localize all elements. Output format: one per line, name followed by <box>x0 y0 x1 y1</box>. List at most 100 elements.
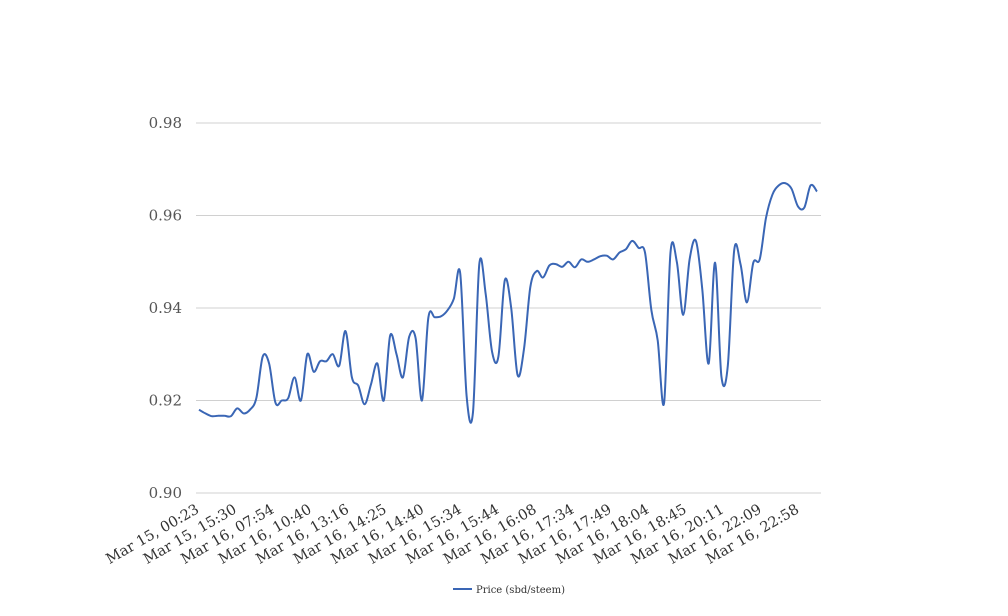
data-point[interactable] <box>209 414 214 419</box>
data-point[interactable] <box>490 349 495 354</box>
data-point[interactable] <box>203 411 208 416</box>
data-point[interactable] <box>662 400 667 405</box>
data-point[interactable] <box>235 406 240 411</box>
data-point[interactable] <box>521 347 526 352</box>
data-point[interactable] <box>719 374 724 379</box>
data-point[interactable] <box>528 285 533 290</box>
data-point[interactable] <box>394 352 399 357</box>
data-point[interactable] <box>483 292 488 297</box>
data-point[interactable] <box>330 352 335 357</box>
data-point[interactable] <box>337 363 342 368</box>
data-point[interactable] <box>598 254 603 259</box>
data-point[interactable] <box>477 262 482 267</box>
data-point[interactable] <box>783 181 788 186</box>
data-point[interactable] <box>611 257 616 262</box>
data-point[interactable] <box>681 312 686 317</box>
data-point[interactable] <box>579 257 584 262</box>
data-point[interactable] <box>738 262 743 267</box>
data-point[interactable] <box>343 329 348 334</box>
data-point[interactable] <box>725 363 730 368</box>
data-point[interactable] <box>197 407 202 412</box>
data-point[interactable] <box>349 375 354 380</box>
data-point[interactable] <box>318 359 323 364</box>
data-point[interactable] <box>305 352 310 357</box>
data-point[interactable] <box>789 186 794 191</box>
data-point[interactable] <box>623 247 628 252</box>
data-point[interactable] <box>222 413 227 418</box>
data-point[interactable] <box>407 334 412 339</box>
data-point[interactable] <box>655 338 660 343</box>
data-point[interactable] <box>693 238 698 243</box>
data-point[interactable] <box>604 253 609 258</box>
data-point[interactable] <box>668 250 673 255</box>
data-point[interactable] <box>381 398 386 403</box>
data-point[interactable] <box>744 300 749 305</box>
data-point[interactable] <box>458 271 463 276</box>
data-point[interactable] <box>216 413 221 418</box>
data-point[interactable] <box>617 250 622 255</box>
data-point[interactable] <box>241 411 246 416</box>
data-point[interactable] <box>534 269 539 274</box>
data-point[interactable] <box>451 296 456 301</box>
data-point[interactable] <box>541 275 546 280</box>
data-point[interactable] <box>286 396 291 401</box>
data-point[interactable] <box>776 183 781 188</box>
data-point[interactable] <box>502 278 507 283</box>
data-point[interactable] <box>560 264 565 269</box>
data-point[interactable] <box>439 314 444 319</box>
data-point[interactable] <box>445 308 450 313</box>
data-point[interactable] <box>713 260 718 265</box>
data-point[interactable] <box>369 382 374 387</box>
data-point[interactable] <box>471 410 476 415</box>
data-point[interactable] <box>311 369 316 374</box>
data-point[interactable] <box>795 204 800 209</box>
data-point[interactable] <box>464 393 469 398</box>
data-point[interactable] <box>279 398 284 403</box>
data-point[interactable] <box>515 373 520 378</box>
data-point[interactable] <box>356 383 361 388</box>
data-point[interactable] <box>572 265 577 270</box>
data-point[interactable] <box>674 259 679 264</box>
data-point[interactable] <box>248 407 253 412</box>
data-point[interactable] <box>630 238 635 243</box>
data-point[interactable] <box>228 414 233 419</box>
data-point[interactable] <box>706 361 711 366</box>
data-point[interactable] <box>420 398 425 403</box>
data-point[interactable] <box>292 375 297 380</box>
data-point[interactable] <box>757 257 762 262</box>
data-point[interactable] <box>509 306 514 311</box>
data-point[interactable] <box>496 354 501 359</box>
data-point[interactable] <box>254 396 259 401</box>
data-point[interactable] <box>764 215 769 220</box>
data-point[interactable] <box>400 375 405 380</box>
data-point[interactable] <box>770 192 775 197</box>
data-point[interactable] <box>324 359 329 364</box>
data-point[interactable] <box>808 183 813 188</box>
data-point[interactable] <box>566 259 571 264</box>
data-point[interactable] <box>751 260 756 265</box>
data-point[interactable] <box>700 287 705 292</box>
data-point[interactable] <box>643 250 648 255</box>
data-point[interactable] <box>687 257 692 262</box>
data-point[interactable] <box>802 205 807 210</box>
data-point[interactable] <box>432 315 437 320</box>
data-point[interactable] <box>732 248 737 253</box>
data-point[interactable] <box>388 333 393 338</box>
data-point[interactable] <box>553 262 558 267</box>
data-point[interactable] <box>547 263 552 268</box>
data-point[interactable] <box>362 402 367 407</box>
data-point[interactable] <box>649 308 654 313</box>
data-point[interactable] <box>260 354 265 359</box>
data-point[interactable] <box>815 189 820 194</box>
data-point[interactable] <box>426 315 431 320</box>
data-point[interactable] <box>636 245 641 250</box>
data-point[interactable] <box>592 257 597 262</box>
data-point[interactable] <box>375 361 380 366</box>
data-point[interactable] <box>273 400 278 405</box>
data-point[interactable] <box>585 259 590 264</box>
data-point[interactable] <box>298 398 303 403</box>
legend[interactable]: Price (sbd/steem) <box>453 585 565 596</box>
data-point[interactable] <box>413 336 418 341</box>
data-point[interactable] <box>267 361 272 366</box>
